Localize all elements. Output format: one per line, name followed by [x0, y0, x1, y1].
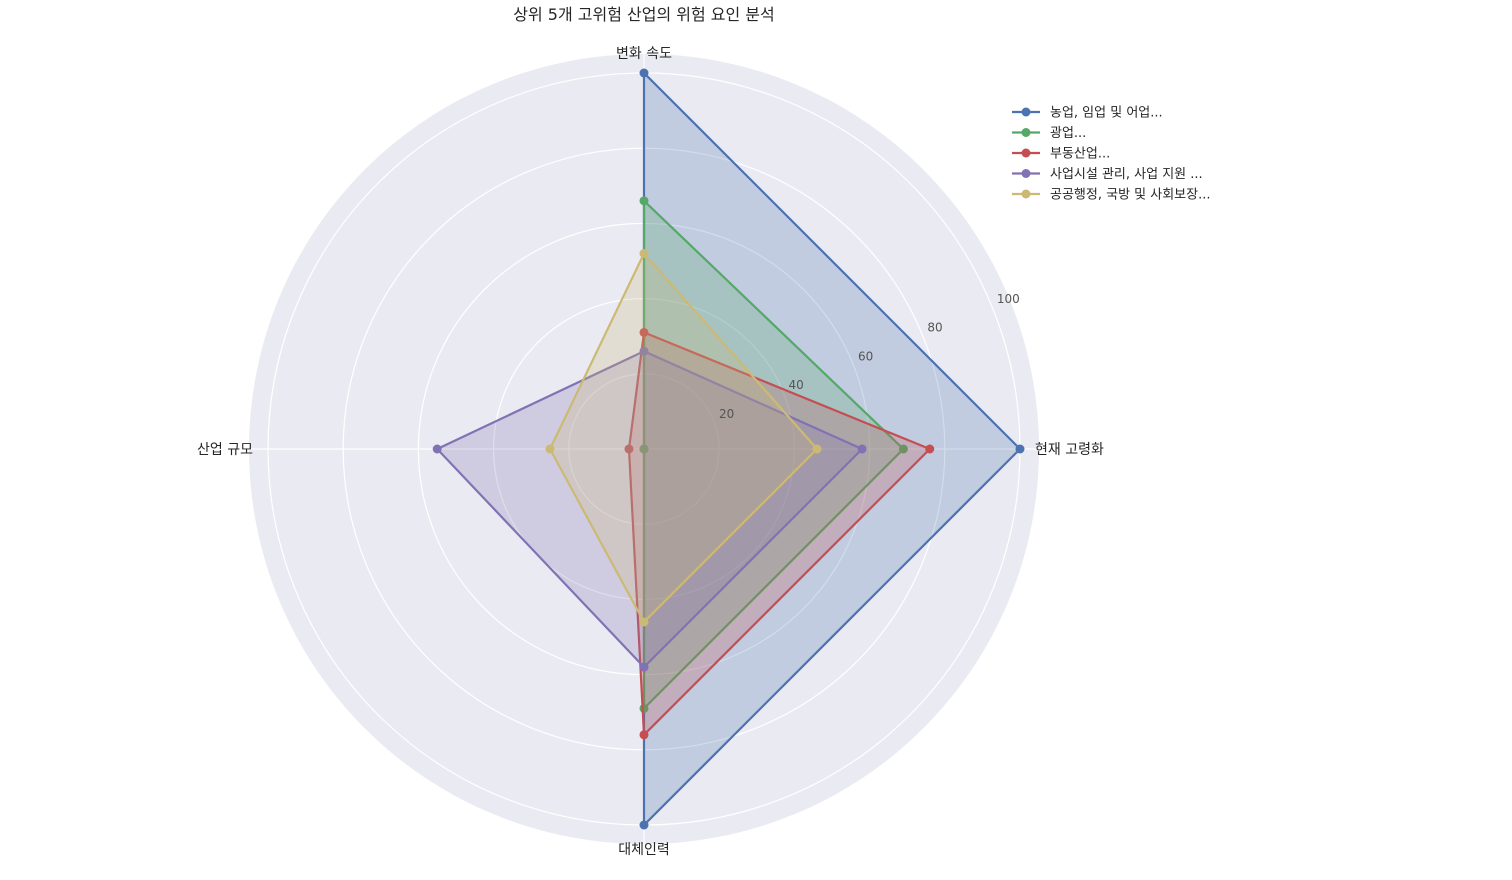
data-point [639, 444, 649, 454]
legend-label: 광업... [1050, 126, 1086, 141]
legend-swatch-marker [1021, 128, 1031, 137]
data-point [857, 444, 867, 454]
axis-label: 현재 고령화 [1035, 442, 1104, 458]
series-fill [644, 73, 1020, 825]
data-point [432, 444, 442, 454]
tick-label: 80 [927, 321, 942, 335]
data-point [545, 444, 555, 454]
legend: 농업, 임업 및 어업... 광업... 부동산업... 사업시설 관리, 사업 지원… [1012, 106, 1211, 203]
data-point [639, 196, 649, 206]
legend-item: 부동산업... [1012, 147, 1110, 162]
series-4 [432, 346, 867, 672]
series-layer [432, 68, 1025, 830]
chart-title: 상위 5개 고위험 산업의 위험 요인 분석 [513, 5, 775, 24]
radial-ticks: 20 40 60 80 100 [719, 292, 1020, 421]
legend-swatch-marker [1021, 189, 1031, 199]
tick-label: 100 [997, 292, 1020, 306]
series-3 [624, 327, 935, 740]
legend-label: 사업시설 관리, 사업 지원 ... [1050, 167, 1203, 182]
tick-label: 20 [719, 407, 734, 421]
data-point [639, 820, 649, 830]
series-fill [550, 253, 817, 622]
series-5 [545, 248, 822, 627]
data-point [898, 444, 908, 454]
legend-label: 부동산업... [1050, 147, 1110, 162]
data-point [925, 444, 935, 454]
axis-label: 대체인력 [618, 842, 670, 858]
series-fill [629, 332, 930, 735]
data-point [639, 730, 649, 740]
axis-label: 변화 속도 [616, 46, 672, 62]
legend-swatch-marker [1021, 148, 1031, 158]
series-fill [437, 351, 863, 668]
data-point [639, 346, 649, 356]
data-point [639, 248, 649, 258]
data-point [639, 617, 649, 627]
data-point [812, 444, 822, 454]
legend-label: 농업, 임업 및 어업... [1050, 106, 1163, 121]
legend-item: 사업시설 관리, 사업 지원 ... [1012, 167, 1203, 182]
data-point [624, 444, 634, 454]
legend-item: 농업, 임업 및 어업... [1012, 106, 1163, 121]
data-point [1015, 444, 1025, 454]
legend-label: 공공행정, 국방 및 사회보장... [1050, 187, 1211, 203]
legend-item: 광업... [1012, 126, 1086, 141]
data-point [639, 327, 649, 337]
tick-label: 60 [858, 349, 873, 363]
legend-item: 공공행정, 국방 및 사회보장... [1012, 187, 1211, 203]
legend-swatch-marker [1021, 169, 1031, 178]
legend-swatch-marker [1021, 107, 1031, 117]
data-point [639, 662, 649, 672]
tick-label: 40 [789, 378, 804, 392]
axis-label: 산업 규모 [197, 442, 253, 458]
data-point [639, 68, 649, 78]
